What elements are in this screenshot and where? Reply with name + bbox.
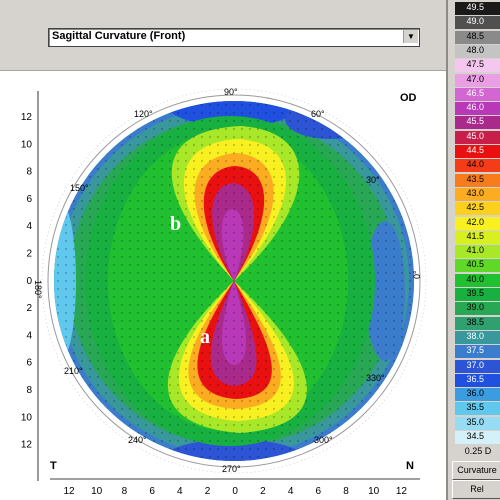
x-tick-label: 4	[288, 486, 294, 497]
rel-button[interactable]: Rel	[452, 480, 500, 499]
scale-swatch: 45.5	[455, 116, 500, 130]
scale-swatch: 40.0	[455, 273, 500, 287]
scale-swatch: 39.0	[455, 302, 500, 316]
x-tick-label: 6	[316, 486, 322, 497]
y-tick-label: 4	[26, 330, 32, 341]
scale-swatch: 38.5	[455, 316, 500, 330]
y-tick-label: 2	[26, 303, 32, 314]
scale-swatch: 49.0	[455, 16, 500, 30]
scale-step-label: 0.25 D	[464, 446, 492, 456]
scale-swatch: 43.0	[455, 187, 500, 201]
angle-300: 300°	[314, 435, 333, 445]
angle-270: 270°	[222, 464, 241, 474]
curvature-button[interactable]: Curvature	[452, 461, 500, 480]
y-tick-label: 12	[21, 440, 33, 451]
y-tick-label: 8	[26, 167, 32, 178]
scale-swatch: 44.5	[455, 145, 500, 158]
scale-swatch: 35.5	[455, 402, 500, 416]
x-tick-label: 6	[149, 486, 155, 497]
y-tick-label: 2	[26, 249, 32, 260]
angle-30: 30°	[366, 175, 380, 185]
angle-210: 210°	[64, 366, 83, 376]
y-tick-label: 10	[21, 412, 33, 423]
scale-swatch: 40.5	[455, 259, 500, 273]
nasal-label: N	[406, 460, 414, 472]
scale-swatch: 46.0	[455, 102, 500, 116]
curvature-map: b a OD T N 90° 60° 120° 30° 150° 0° 180°…	[21, 87, 427, 497]
scale-swatch: 38.0	[455, 330, 500, 344]
scale-swatch: 48.5	[455, 30, 500, 44]
y-tick-label: 6	[26, 358, 32, 369]
angle-0: 0°	[412, 270, 422, 279]
x-tick-label: 8	[343, 486, 349, 497]
y-tick-label: 6	[26, 194, 32, 205]
x-tick-label: 10	[91, 486, 103, 497]
topography-map-panel: b a OD T N 90° 60° 120° 30° 150° 0° 180°…	[0, 71, 446, 500]
chevron-down-icon[interactable]: ▼	[403, 30, 418, 43]
scale-swatch: 49.5	[455, 2, 500, 15]
angle-150: 150°	[70, 183, 89, 193]
angle-90: 90°	[224, 87, 238, 97]
outer-ring	[47, 94, 421, 468]
scale-swatch: 48.0	[455, 44, 500, 58]
color-scale-panel: 49.5 49.0 48.5 48.0 47.5 47.0 46.5 46.0 45.5 45.0…	[446, 0, 500, 500]
map-type-dropdown[interactable]: Sagittal Curvature (Front) ▼	[48, 28, 420, 47]
y-tick-label: 12	[21, 112, 33, 123]
eye-label: OD	[400, 92, 417, 104]
x-tick-label: 12	[396, 486, 408, 497]
x-tick-label: 2	[260, 486, 266, 497]
y-tick-label: 4	[26, 221, 32, 232]
scale-swatch: 43.5	[455, 173, 500, 187]
scale-swatch: 45.0	[455, 130, 500, 144]
scale-swatch: 37.5	[455, 345, 500, 359]
scale-swatch: 42.0	[455, 216, 500, 230]
scale-swatch: 41.5	[455, 230, 500, 244]
color-map	[54, 101, 414, 461]
scale-swatch: 37.0	[455, 359, 500, 373]
x-axis-ticks: 12 10 8 6 4 2 0 2 4 6 8 10 12	[63, 486, 407, 497]
scale-swatch: 35.0	[455, 416, 500, 430]
x-tick-label: 4	[177, 486, 183, 497]
temporal-label: T	[50, 460, 57, 472]
y-axis-ticks: 12 10 8 6 4 2 0 2 4 6 8 10 12	[21, 112, 33, 451]
degree-ring	[41, 88, 427, 474]
scale-swatch: 34.5	[455, 431, 500, 444]
x-tick-label: 12	[63, 486, 75, 497]
scale-swatch: 47.5	[455, 59, 500, 73]
x-tick-label: 8	[122, 486, 128, 497]
marker-b: b	[170, 213, 181, 235]
y-tick-label: 10	[21, 139, 33, 150]
x-tick-label: 2	[205, 486, 211, 497]
scale-swatch: 47.0	[455, 73, 500, 87]
top-panel: Sagittal Curvature (Front) ▼	[0, 0, 446, 71]
map-type-value: Sagittal Curvature (Front)	[52, 30, 186, 42]
angle-60: 60°	[311, 109, 325, 119]
scale-swatch: 44.0	[455, 159, 500, 173]
angle-240: 240°	[128, 435, 147, 445]
y-tick-label: 8	[26, 385, 32, 396]
angle-120: 120°	[134, 109, 153, 119]
scale-swatch: 46.5	[455, 87, 500, 101]
y-tick-label: 0	[26, 276, 32, 287]
x-tick-label: 10	[368, 486, 380, 497]
scale-swatch: 36.5	[455, 373, 500, 387]
scale-swatch: 41.0	[455, 245, 500, 259]
scale-swatch: 42.5	[455, 202, 500, 216]
marker-a: a	[200, 326, 210, 348]
scale-swatch: 36.0	[455, 388, 500, 402]
x-tick-label: 0	[232, 486, 238, 497]
angle-330: 330°	[366, 373, 385, 383]
scale-swatch: 39.5	[455, 288, 500, 301]
